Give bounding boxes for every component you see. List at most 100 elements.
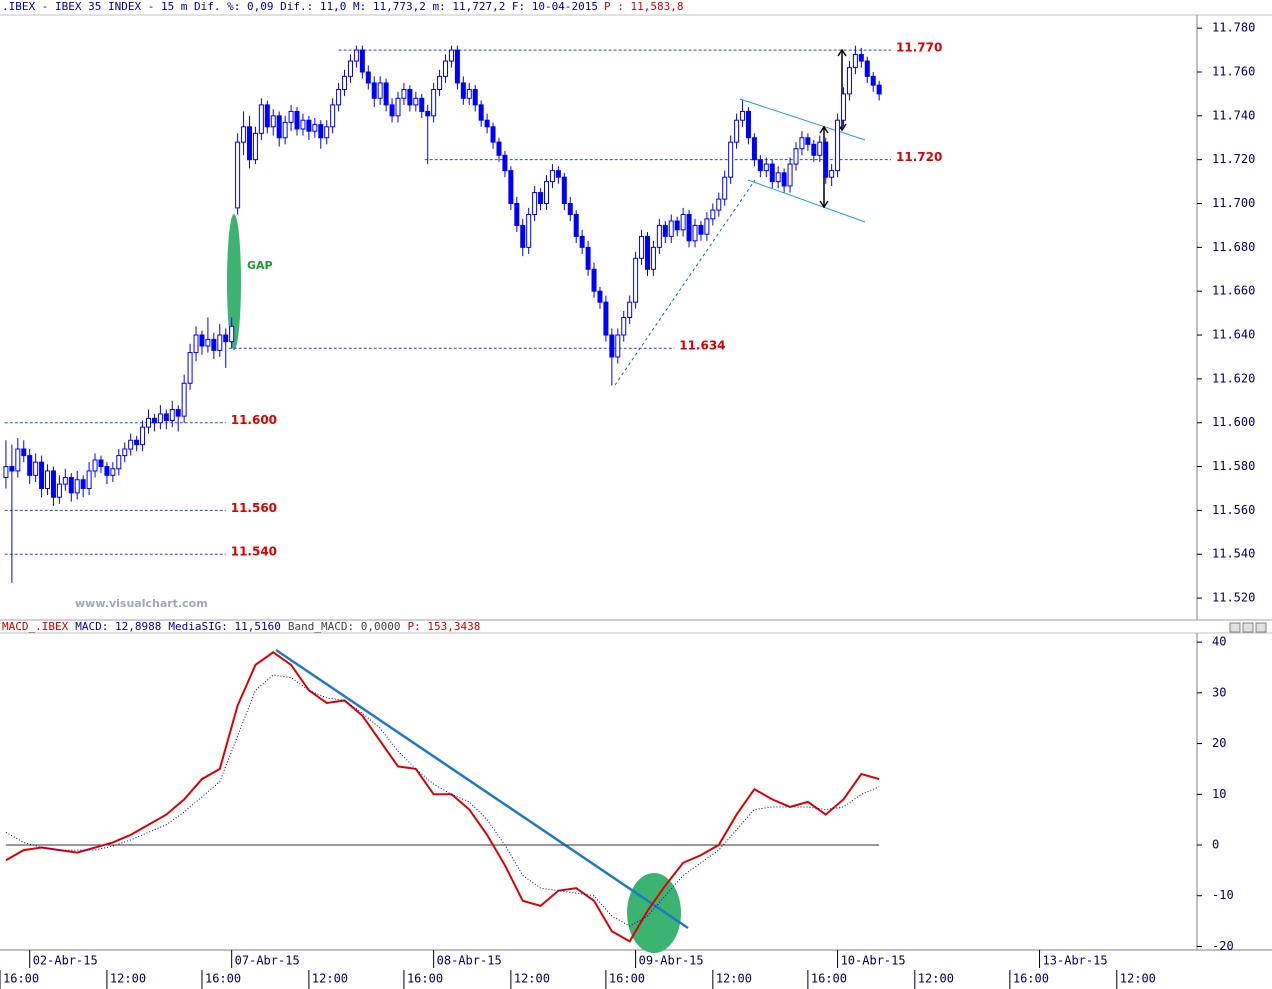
candle-body	[787, 163, 793, 187]
candle-body	[151, 417, 157, 424]
candle-body	[823, 141, 829, 178]
y-tick-label: 11.720	[1212, 152, 1255, 166]
candle-body	[347, 60, 353, 77]
y-tick-label: 11.780	[1212, 21, 1255, 35]
candle-body	[526, 213, 532, 248]
candle-body	[443, 60, 449, 77]
candle-body	[80, 479, 86, 489]
candle-body	[460, 82, 466, 99]
indicator-header: P: 153,3438	[408, 620, 481, 633]
indicator-header: MACD_.IBEX	[2, 620, 69, 633]
time-tick-label: 16:00	[811, 972, 847, 986]
candle-body	[74, 479, 80, 494]
candle-body	[324, 126, 330, 139]
candle-body	[169, 409, 175, 422]
y-tick-label: 11.680	[1212, 240, 1255, 254]
candle-body	[751, 137, 757, 161]
candle-body	[704, 218, 710, 235]
candle-body	[841, 93, 847, 121]
candle-body	[365, 71, 371, 84]
candle-body	[734, 119, 740, 143]
drawings	[275, 48, 866, 930]
price-level-label: 11.634	[679, 339, 725, 353]
date-tick-label: 09-Abr-15	[639, 954, 704, 968]
arrowhead	[819, 125, 829, 134]
y-tick-label: 10	[1212, 787, 1226, 801]
maximize-button[interactable]	[1242, 622, 1254, 633]
candle-body	[86, 470, 92, 489]
candle-body	[668, 220, 674, 237]
candle-body	[876, 84, 882, 95]
candle-body	[496, 141, 502, 156]
candle-body	[9, 466, 15, 472]
candle-body	[276, 115, 282, 139]
candle-body	[359, 49, 365, 73]
candle-body	[336, 89, 342, 106]
candle-body	[549, 170, 555, 183]
candle-body	[258, 104, 264, 134]
time-tick-label: 16:00	[1013, 972, 1049, 986]
candle-body	[431, 89, 437, 117]
candle-body	[644, 235, 650, 270]
arrowhead	[837, 48, 847, 57]
time-tick-label: 16:00	[205, 972, 241, 986]
candle-body	[33, 461, 39, 476]
time-tick-label: 16:00	[407, 972, 443, 986]
y-tick-label: 0	[1212, 838, 1219, 852]
candle-body	[567, 203, 573, 215]
candle-body	[205, 338, 211, 347]
y-tick-label: 11.580	[1212, 459, 1255, 473]
candle-body	[846, 67, 852, 95]
candle-body	[579, 235, 585, 248]
candle-body	[490, 126, 496, 143]
candle-body	[603, 301, 609, 336]
candle-body	[591, 268, 597, 292]
candle-body	[829, 170, 835, 178]
candle-body	[639, 235, 645, 259]
candle-body	[686, 213, 692, 242]
candle-body	[330, 104, 336, 128]
gap-highlight	[227, 214, 241, 350]
candle-body	[3, 466, 9, 479]
candle-body	[757, 159, 763, 172]
minimize-button[interactable]	[1229, 622, 1241, 633]
date-tick-label: 13-Abr-15	[1043, 954, 1108, 968]
title: .IBEX - IBEX 35 INDEX - 15 m Dif. %: 0,0…	[2, 0, 598, 13]
candle-body	[573, 213, 579, 237]
candle-body	[716, 198, 722, 211]
channel-upper	[739, 98, 866, 141]
candle-body	[163, 413, 169, 422]
candle-body	[555, 170, 561, 178]
candle-body	[252, 132, 258, 161]
candle-body	[781, 172, 787, 187]
date-tick-label: 08-Abr-15	[437, 954, 502, 968]
candle-body	[799, 137, 805, 150]
y-tick-label: 11.600	[1212, 415, 1255, 429]
y-tick-label: 11.740	[1212, 108, 1255, 122]
candle-body	[544, 181, 550, 205]
price-level-label: 11.770	[896, 41, 942, 55]
y-tick-label: 11.760	[1212, 64, 1255, 78]
y-tick-label: 11.640	[1212, 328, 1255, 342]
candle-body	[235, 141, 241, 209]
indicator-header: MACD: 12,8988	[75, 620, 161, 633]
candle-body	[561, 176, 567, 205]
candle-body	[140, 426, 146, 446]
candle-body	[110, 468, 116, 476]
close-button[interactable]	[1255, 622, 1267, 633]
y-tick-label: 11.660	[1212, 284, 1255, 298]
candle-body	[662, 224, 668, 237]
candle-body	[389, 104, 395, 117]
y-tick-label: 11.540	[1212, 547, 1255, 561]
candle-body	[680, 213, 686, 231]
candle-body	[116, 455, 122, 470]
candle-body	[92, 459, 98, 472]
candle-body	[187, 352, 193, 384]
candle-body	[698, 224, 704, 235]
y-tick-label: 40	[1212, 635, 1226, 649]
candle-body	[318, 124, 324, 139]
candle-body	[852, 53, 858, 69]
date-tick-label: 02-Abr-15	[33, 954, 98, 968]
candle-body	[288, 110, 294, 123]
